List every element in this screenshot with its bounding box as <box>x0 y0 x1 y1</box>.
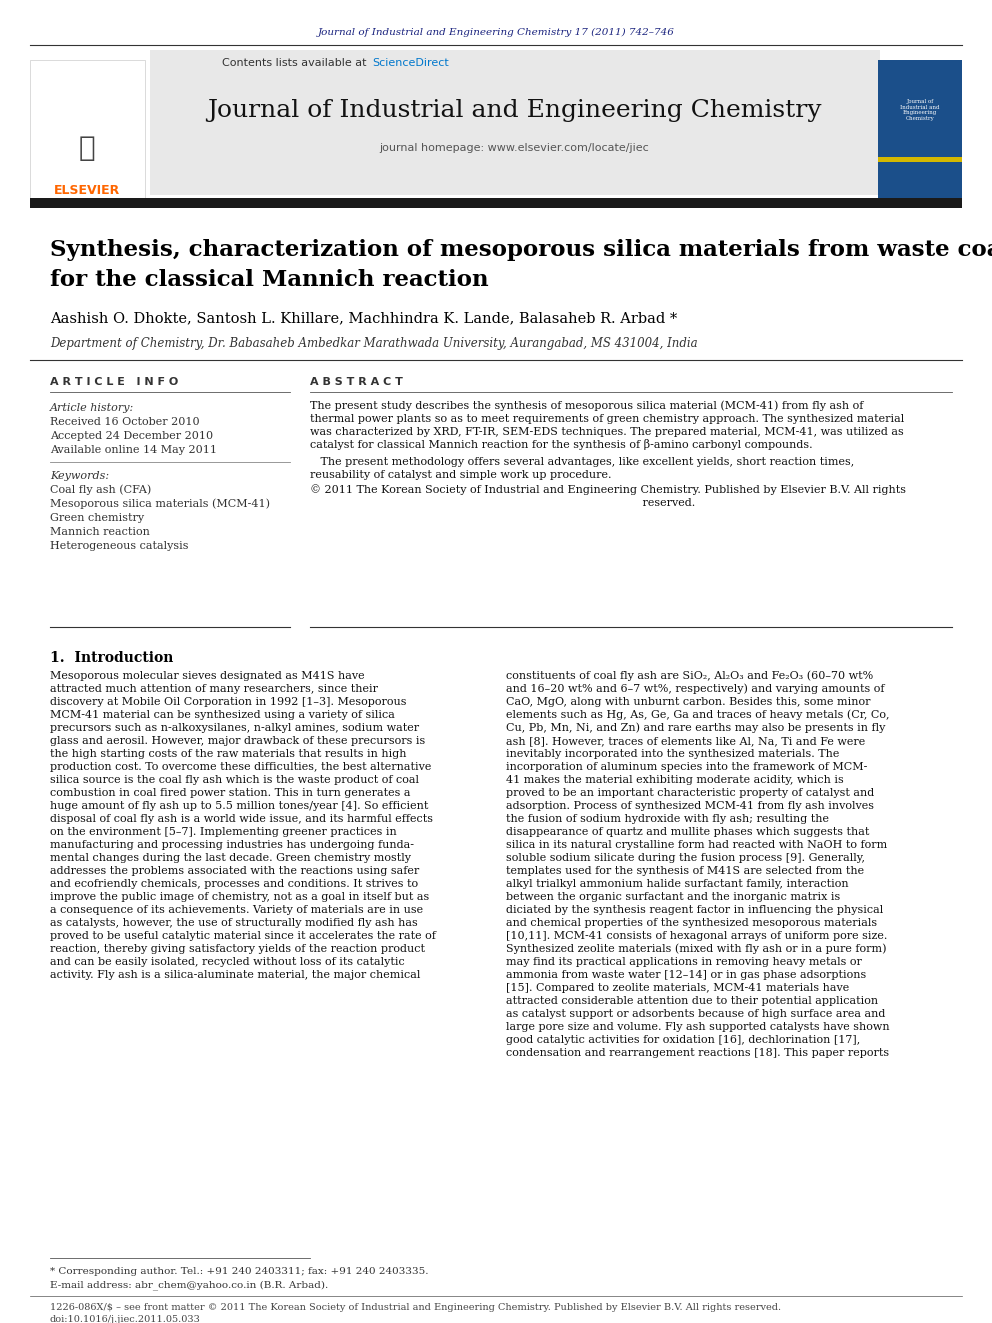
Text: Synthesized zeolite materials (mixed with fly ash or in a pure form): Synthesized zeolite materials (mixed wit… <box>506 943 887 954</box>
Text: A R T I C L E   I N F O: A R T I C L E I N F O <box>50 377 179 388</box>
Text: 🌳: 🌳 <box>78 134 95 161</box>
Text: Mannich reaction: Mannich reaction <box>50 527 150 537</box>
Text: discovery at Mobile Oil Corporation in 1992 [1–3]. Mesoporous: discovery at Mobile Oil Corporation in 1… <box>50 697 407 706</box>
Bar <box>150 50 880 194</box>
Text: good catalytic activities for oxidation [16], dechlorination [17],: good catalytic activities for oxidation … <box>506 1035 860 1045</box>
Text: Article history:: Article history: <box>50 404 134 413</box>
Text: Synthesis, characterization of mesoporous silica materials from waste coal fly a: Synthesis, characterization of mesoporou… <box>50 239 992 261</box>
Text: journal homepage: www.elsevier.com/locate/jiec: journal homepage: www.elsevier.com/locat… <box>379 143 649 153</box>
Text: A B S T R A C T: A B S T R A C T <box>310 377 403 388</box>
Text: Journal of Industrial and Engineering Chemistry 17 (2011) 742–746: Journal of Industrial and Engineering Ch… <box>317 28 675 37</box>
Text: was characterized by XRD, FT-IR, SEM-EDS techniques. The prepared material, MCM-: was characterized by XRD, FT-IR, SEM-EDS… <box>310 427 904 437</box>
Text: may find its practical applications in removing heavy metals or: may find its practical applications in r… <box>506 957 862 967</box>
Text: and 16–20 wt% and 6–7 wt%, respectively) and varying amounts of: and 16–20 wt% and 6–7 wt%, respectively)… <box>506 684 885 695</box>
Text: and ecofriendly chemicals, processes and conditions. It strives to: and ecofriendly chemicals, processes and… <box>50 878 418 889</box>
Text: silica source is the coal fly ash which is the waste product of coal: silica source is the coal fly ash which … <box>50 775 419 785</box>
Text: addresses the problems associated with the reactions using safer: addresses the problems associated with t… <box>50 867 420 876</box>
Text: proved to be an important characteristic property of catalyst and: proved to be an important characteristic… <box>506 789 874 798</box>
Text: production cost. To overcome these difficulties, the best alternative: production cost. To overcome these diffi… <box>50 762 432 773</box>
Text: attracted considerable attention due to their potential application: attracted considerable attention due to … <box>506 996 878 1005</box>
Text: Heterogeneous catalysis: Heterogeneous catalysis <box>50 541 188 550</box>
Text: disappearance of quartz and mullite phases which suggests that: disappearance of quartz and mullite phas… <box>506 827 869 837</box>
Text: the fusion of sodium hydroxide with fly ash; resulting the: the fusion of sodium hydroxide with fly … <box>506 814 829 824</box>
Text: reaction, thereby giving satisfactory yields of the reaction product: reaction, thereby giving satisfactory yi… <box>50 945 425 954</box>
Text: Journal of Industrial and Engineering Chemistry: Journal of Industrial and Engineering Ch… <box>206 98 821 122</box>
Text: reserved.: reserved. <box>310 497 695 508</box>
Text: elements such as Hg, As, Ge, Ga and traces of heavy metals (Cr, Co,: elements such as Hg, As, Ge, Ga and trac… <box>506 709 890 720</box>
Text: improve the public image of chemistry, not as a goal in itself but as: improve the public image of chemistry, n… <box>50 892 430 902</box>
Text: disposal of coal fly ash is a world wide issue, and its harmful effects: disposal of coal fly ash is a world wide… <box>50 814 433 824</box>
Text: reusability of catalyst and simple work up procedure.: reusability of catalyst and simple work … <box>310 470 611 480</box>
Text: Received 16 October 2010: Received 16 October 2010 <box>50 417 199 427</box>
Text: huge amount of fly ash up to 5.5 million tones/year [4]. So efficient: huge amount of fly ash up to 5.5 million… <box>50 800 429 811</box>
Text: attracted much attention of many researchers, since their: attracted much attention of many researc… <box>50 684 378 695</box>
Text: Mesoporous molecular sieves designated as M41S have: Mesoporous molecular sieves designated a… <box>50 671 365 681</box>
Text: soluble sodium silicate during the fusion process [9]. Generally,: soluble sodium silicate during the fusio… <box>506 853 865 863</box>
Bar <box>878 157 962 161</box>
Text: ash [8]. However, traces of elements like Al, Na, Ti and Fe were: ash [8]. However, traces of elements lik… <box>506 736 865 746</box>
Text: 1226-086X/$ – see front matter © 2011 The Korean Society of Industrial and Engin: 1226-086X/$ – see front matter © 2011 Th… <box>50 1303 781 1312</box>
Text: Department of Chemistry, Dr. Babasaheb Ambedkar Marathwada University, Aurangaba: Department of Chemistry, Dr. Babasaheb A… <box>50 336 697 349</box>
Text: templates used for the synthesis of M41S are selected from the: templates used for the synthesis of M41S… <box>506 867 864 876</box>
Text: Journal of
Industrial and
Engineering
Chemistry: Journal of Industrial and Engineering Ch… <box>901 99 939 122</box>
Text: as catalysts, however, the use of structurally modified fly ash has: as catalysts, however, the use of struct… <box>50 918 418 927</box>
Text: doi:10.1016/j.jiec.2011.05.033: doi:10.1016/j.jiec.2011.05.033 <box>50 1315 200 1323</box>
Text: between the organic surfactant and the inorganic matrix is: between the organic surfactant and the i… <box>506 892 840 902</box>
Text: [10,11]. MCM-41 consists of hexagonal arrays of uniform pore size.: [10,11]. MCM-41 consists of hexagonal ar… <box>506 931 888 941</box>
Text: precursors such as n-alkoxysilanes, n-alkyl amines, sodium water: precursors such as n-alkoxysilanes, n-al… <box>50 722 420 733</box>
Bar <box>30 60 145 200</box>
Text: the high starting costs of the raw materials that results in high: the high starting costs of the raw mater… <box>50 749 407 759</box>
Text: ammonia from waste water [12–14] or in gas phase adsorptions: ammonia from waste water [12–14] or in g… <box>506 970 866 980</box>
Text: 41 makes the material exhibiting moderate acidity, which is: 41 makes the material exhibiting moderat… <box>506 775 844 785</box>
Text: combustion in coal fired power station. This in turn generates a: combustion in coal fired power station. … <box>50 789 411 798</box>
Text: adsorption. Process of synthesized MCM-41 from fly ash involves: adsorption. Process of synthesized MCM-4… <box>506 800 874 811</box>
Text: activity. Fly ash is a silica-aluminate material, the major chemical: activity. Fly ash is a silica-aluminate … <box>50 970 421 980</box>
Text: Contents lists available at: Contents lists available at <box>222 58 370 67</box>
Text: inevitably incorporated into the synthesized materials. The: inevitably incorporated into the synthes… <box>506 749 839 759</box>
Bar <box>30 198 962 208</box>
Text: for the classical Mannich reaction: for the classical Mannich reaction <box>50 269 489 291</box>
Text: [15]. Compared to zeolite materials, MCM-41 materials have: [15]. Compared to zeolite materials, MCM… <box>506 983 849 994</box>
Text: condensation and rearrangement reactions [18]. This paper reports: condensation and rearrangement reactions… <box>506 1048 889 1058</box>
Text: large pore size and volume. Fly ash supported catalysts have shown: large pore size and volume. Fly ash supp… <box>506 1021 890 1032</box>
Text: proved to be useful catalytic material since it accelerates the rate of: proved to be useful catalytic material s… <box>50 931 435 941</box>
Text: glass and aerosil. However, major drawback of these precursors is: glass and aerosil. However, major drawba… <box>50 736 426 746</box>
Text: * Corresponding author. Tel.: +91 240 2403311; fax: +91 240 2403335.: * Corresponding author. Tel.: +91 240 24… <box>50 1267 429 1277</box>
Text: The present study describes the synthesis of mesoporous silica material (MCM-41): The present study describes the synthesi… <box>310 401 863 411</box>
Text: Coal fly ash (CFA): Coal fly ash (CFA) <box>50 484 151 495</box>
Text: and chemical properties of the synthesized mesoporous materials: and chemical properties of the synthesiz… <box>506 918 877 927</box>
Text: MCM-41 material can be synthesized using a variety of silica: MCM-41 material can be synthesized using… <box>50 710 395 720</box>
Text: The present methodology offers several advantages, like excellent yields, short : The present methodology offers several a… <box>310 456 854 467</box>
Text: mental changes during the last decade. Green chemistry mostly: mental changes during the last decade. G… <box>50 853 411 863</box>
Text: thermal power plants so as to meet requirements of green chemistry approach. The: thermal power plants so as to meet requi… <box>310 414 905 423</box>
Text: ScienceDirect: ScienceDirect <box>372 58 448 67</box>
Bar <box>878 60 962 200</box>
Text: catalyst for classical Mannich reaction for the synthesis of β-amino carbonyl co: catalyst for classical Mannich reaction … <box>310 439 812 451</box>
Text: Cu, Pb, Mn, Ni, and Zn) and rare earths may also be presents in fly: Cu, Pb, Mn, Ni, and Zn) and rare earths … <box>506 722 886 733</box>
Text: Available online 14 May 2011: Available online 14 May 2011 <box>50 445 217 455</box>
Text: manufacturing and processing industries has undergoing funda-: manufacturing and processing industries … <box>50 840 414 849</box>
Text: incorporation of aluminum species into the framework of MCM-: incorporation of aluminum species into t… <box>506 762 867 773</box>
Text: silica in its natural crystalline form had reacted with NaOH to form: silica in its natural crystalline form h… <box>506 840 887 849</box>
Text: Keywords:: Keywords: <box>50 471 109 482</box>
Text: Accepted 24 December 2010: Accepted 24 December 2010 <box>50 431 213 441</box>
Text: ELSEVIER: ELSEVIER <box>54 184 120 197</box>
Text: a consequence of its achievements. Variety of materials are in use: a consequence of its achievements. Varie… <box>50 905 424 916</box>
Text: on the environment [5–7]. Implementing greener practices in: on the environment [5–7]. Implementing g… <box>50 827 397 837</box>
Text: alkyl trialkyl ammonium halide surfactant family, interaction: alkyl trialkyl ammonium halide surfactan… <box>506 878 848 889</box>
Text: E-mail address: abr_chem@yahoo.co.in (B.R. Arbad).: E-mail address: abr_chem@yahoo.co.in (B.… <box>50 1281 328 1290</box>
Text: CaO, MgO, along with unburnt carbon. Besides this, some minor: CaO, MgO, along with unburnt carbon. Bes… <box>506 697 871 706</box>
Text: diciated by the synthesis reagent factor in influencing the physical: diciated by the synthesis reagent factor… <box>506 905 883 916</box>
Text: Green chemistry: Green chemistry <box>50 513 144 523</box>
Text: Mesoporous silica materials (MCM-41): Mesoporous silica materials (MCM-41) <box>50 499 270 509</box>
Text: Aashish O. Dhokte, Santosh L. Khillare, Machhindra K. Lande, Balasaheb R. Arbad : Aashish O. Dhokte, Santosh L. Khillare, … <box>50 311 678 325</box>
Text: as catalyst support or adsorbents because of high surface area and: as catalyst support or adsorbents becaus… <box>506 1009 886 1019</box>
Text: © 2011 The Korean Society of Industrial and Engineering Chemistry. Published by : © 2011 The Korean Society of Industrial … <box>310 484 906 495</box>
Text: constituents of coal fly ash are SiO₂, Al₂O₃ and Fe₂O₃ (60–70 wt%: constituents of coal fly ash are SiO₂, A… <box>506 671 873 681</box>
Text: 1.  Introduction: 1. Introduction <box>50 651 174 665</box>
Text: and can be easily isolated, recycled without loss of its catalytic: and can be easily isolated, recycled wit… <box>50 957 405 967</box>
